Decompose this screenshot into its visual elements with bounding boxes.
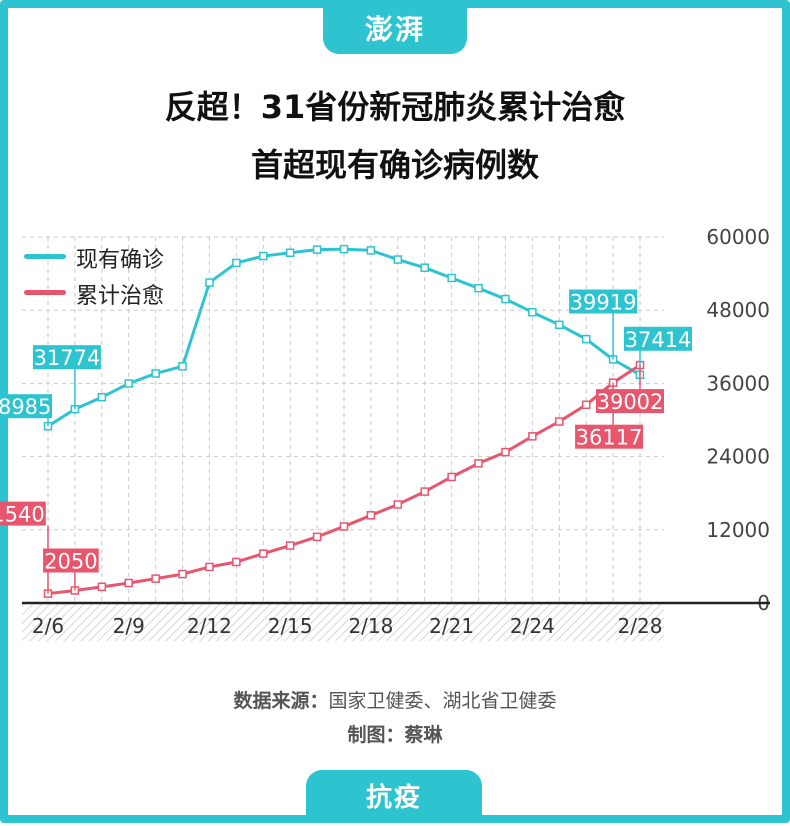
logo: 澎湃 [364,13,425,46]
y-tick-label: 36000 [706,371,770,395]
y-tick-label: 12000 [706,518,770,542]
data-point [97,392,107,402]
data-label-box [0,394,52,419]
data-point [528,307,537,317]
y-tick-label: 60000 [706,225,770,249]
data-point [178,362,187,371]
x-tick-label: 2/6 [32,614,64,638]
legend-swatch-confirmed [24,254,66,259]
data-source-text: 国家卫健委、湖北省卫健委 [328,690,557,712]
data-label: 28985 [0,395,51,419]
page-title-line-2: 首超现有确诊病例数 [250,146,539,184]
data-point [259,549,268,558]
data-label-box [32,345,101,370]
header-tab: 澎湃 [323,0,467,54]
data-label: 37414 [625,328,692,352]
data-label-box [43,548,99,573]
data-point [447,472,456,482]
data-point [285,248,295,258]
chart-credit: 制图：蔡琳 [347,724,443,746]
x-tick-label: 2/18 [348,614,393,638]
x-tick-label: 2/12 [187,614,232,638]
page-title-line-1: 反超！31省份新冠肺炎累计治愈 [164,88,626,126]
footer-tab: 抗疫 [306,770,482,823]
data-point [555,320,564,330]
data-point [366,511,376,520]
data-label-box [624,326,692,351]
data-point [151,574,160,583]
data-label-box [569,289,638,314]
data-point [501,447,510,457]
data-point [151,369,160,378]
data-label: 2050 [44,549,97,573]
data-point [420,487,429,496]
data-source: 数据来源：国家卫健委、湖北省卫健委 [0,686,790,713]
footer-tab-label: 抗疫 [365,783,422,813]
data-point [285,541,295,550]
data-point [312,245,322,254]
data-source-label: 数据来源： [233,690,329,712]
x-tick-label: 2/9 [113,614,145,638]
data-point [447,273,456,283]
data-point [474,459,483,468]
y-tick-label: 48000 [706,298,770,322]
data-point [555,417,564,426]
data-point [581,334,591,344]
data-label-box [575,424,644,449]
data-point [178,569,187,579]
data-point [393,500,403,509]
data-point [124,578,133,588]
data-label: 39919 [570,290,637,314]
data-point [581,400,591,410]
legend-swatch-cured [24,290,66,295]
data-point [420,263,429,272]
data-point [232,557,241,567]
x-tick-label: 2/28 [618,614,663,638]
data-label-box [596,389,664,414]
data-point [312,532,322,542]
data-point [232,258,241,268]
data-point [528,432,537,441]
legend-label-confirmed: 现有确诊 [76,248,165,273]
x-tick-label: 2/21 [429,614,474,638]
data-label: 39002 [597,390,664,414]
data-point [259,251,268,261]
data-point [205,278,214,287]
data-point [97,582,107,592]
x-axis-band [22,603,664,641]
x-tick-label: 2/15 [268,614,313,638]
y-tick-label: 24000 [706,445,770,469]
data-point [205,562,214,572]
data-point [339,522,349,531]
data-point [474,283,483,293]
x-tick-label: 2/24 [510,614,555,638]
data-label: 1540 [0,503,45,527]
legend-label-cured: 累计治愈 [76,284,165,309]
data-point [339,244,349,254]
data-point [124,379,133,388]
data-point [501,294,510,304]
data-point [366,246,376,255]
data-label: 36117 [576,426,643,450]
data-label: 31774 [34,346,101,370]
data-point [393,255,403,264]
data-label-box [0,501,46,526]
